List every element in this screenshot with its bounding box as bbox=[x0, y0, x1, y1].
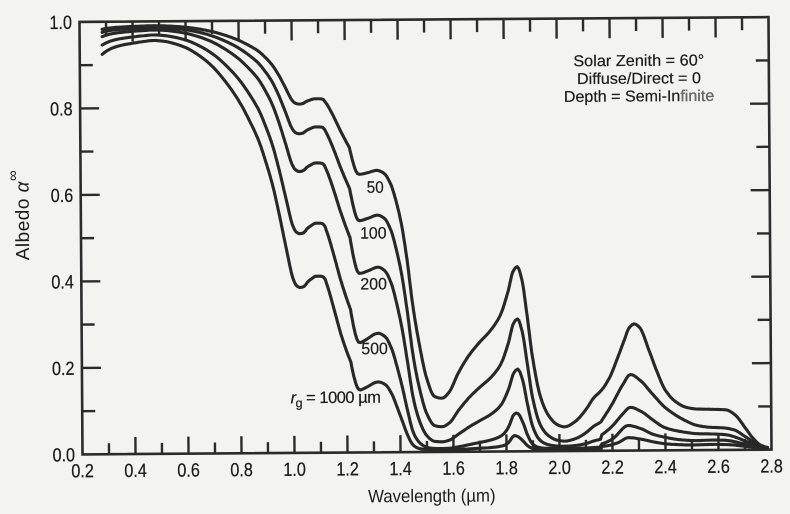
svg-text:0.2: 0.2 bbox=[52, 359, 75, 380]
svg-text:0.2: 0.2 bbox=[71, 461, 94, 482]
svg-text:0.8: 0.8 bbox=[230, 460, 253, 481]
svg-text:Albedo α∞: Albedo α∞ bbox=[5, 170, 35, 260]
svg-text:Solar Zenith = 60°: Solar Zenith = 60° bbox=[573, 52, 704, 70]
svg-text:2.8: 2.8 bbox=[760, 456, 783, 477]
svg-text:rg = 1000 µm: rg = 1000 µm bbox=[291, 389, 381, 411]
svg-text:1.4: 1.4 bbox=[389, 459, 412, 480]
svg-text:50: 50 bbox=[367, 179, 384, 197]
svg-text:200: 200 bbox=[360, 275, 387, 293]
svg-text:2.2: 2.2 bbox=[601, 458, 624, 479]
svg-text:Wavelength (µm): Wavelength (µm) bbox=[368, 486, 496, 507]
svg-text:0.6: 0.6 bbox=[51, 186, 74, 207]
svg-text:1.6: 1.6 bbox=[442, 459, 465, 480]
svg-text:1.0: 1.0 bbox=[283, 460, 306, 481]
svg-text:500: 500 bbox=[361, 340, 388, 358]
svg-text:1.8: 1.8 bbox=[495, 458, 518, 479]
svg-text:0.4: 0.4 bbox=[124, 461, 147, 482]
svg-text:0.6: 0.6 bbox=[177, 460, 200, 481]
svg-text:0.4: 0.4 bbox=[51, 272, 74, 293]
svg-text:2.0: 2.0 bbox=[548, 458, 571, 479]
svg-text:0.0: 0.0 bbox=[52, 445, 75, 466]
svg-text:2.4: 2.4 bbox=[654, 457, 677, 478]
svg-text:Diffuse/Direct = 0: Diffuse/Direct = 0 bbox=[577, 70, 701, 88]
svg-text:1.2: 1.2 bbox=[336, 459, 359, 480]
svg-text:0.8: 0.8 bbox=[50, 99, 73, 120]
svg-text:2.6: 2.6 bbox=[707, 457, 730, 478]
svg-text:100: 100 bbox=[360, 224, 387, 242]
svg-text:1.0: 1.0 bbox=[49, 13, 72, 34]
